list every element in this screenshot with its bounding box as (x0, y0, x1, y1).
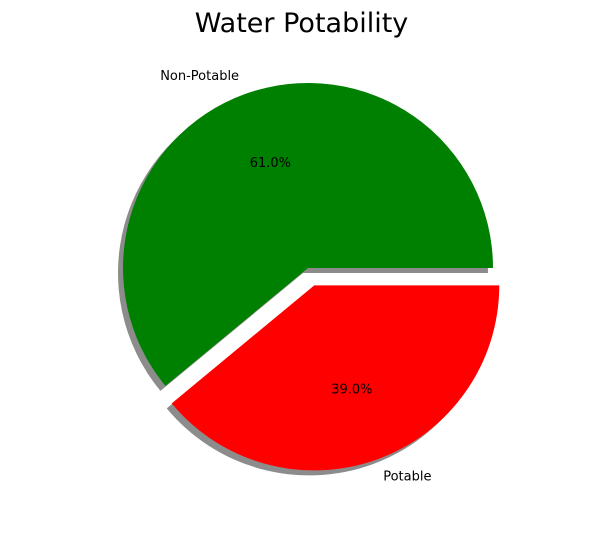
slice-label-potable: Potable (383, 469, 431, 484)
slice-value-label-potable: 39.0% (331, 382, 372, 397)
slice-label-non-potable: Non-Potable (160, 69, 239, 84)
pie-slice-potable (171, 285, 500, 471)
chart-title: Water Potability (194, 8, 409, 39)
pie-slice-non-potable (123, 83, 494, 386)
slice-value-label-non-potable: 61.0% (250, 156, 291, 171)
